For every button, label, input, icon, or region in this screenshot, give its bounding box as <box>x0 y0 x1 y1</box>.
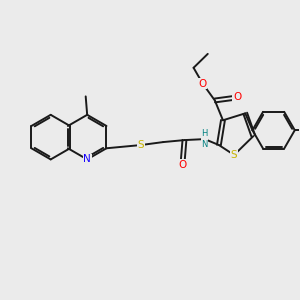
Text: O: O <box>233 92 241 103</box>
Text: O: O <box>199 79 207 88</box>
Text: S: S <box>138 140 144 150</box>
Text: H
N: H N <box>202 129 208 149</box>
Text: O: O <box>178 160 187 170</box>
Text: S: S <box>231 150 237 160</box>
Text: N: N <box>83 154 91 164</box>
